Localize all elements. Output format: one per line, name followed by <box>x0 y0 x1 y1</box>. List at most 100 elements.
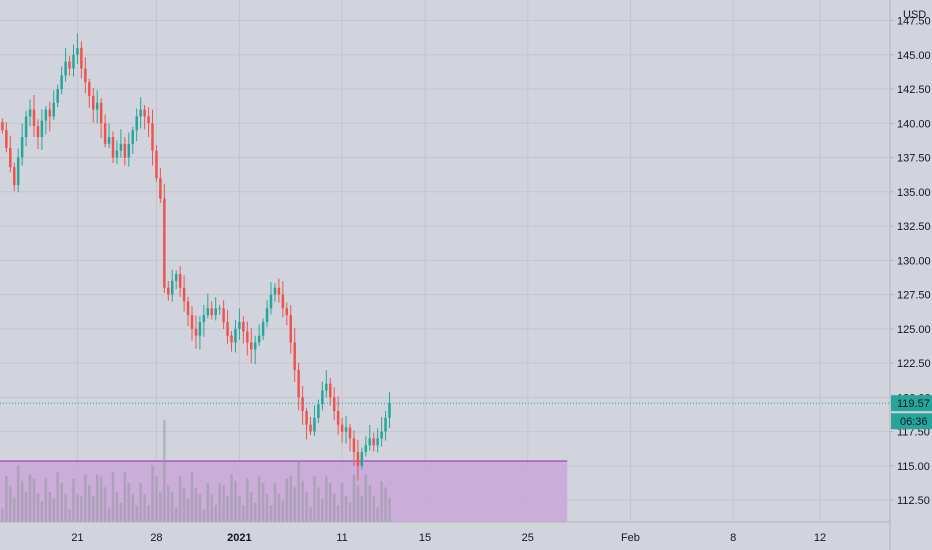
volume-bar <box>155 476 158 522</box>
volume-bar <box>143 494 146 522</box>
candle-up <box>360 452 364 466</box>
candle-down <box>329 383 332 398</box>
price-tick-label: 142.50 <box>897 84 931 96</box>
candle-up <box>76 47 79 55</box>
volume-bar <box>111 471 115 522</box>
candle-up <box>269 294 273 309</box>
volume-bar <box>5 475 8 522</box>
volume-bar <box>281 500 285 522</box>
time-tick-label: 15 <box>419 532 431 544</box>
candle-up <box>24 116 28 138</box>
candle-down <box>9 147 12 168</box>
volume-bar <box>218 483 221 522</box>
volume-bar <box>84 474 87 522</box>
price-tick-label: 127.50 <box>897 290 931 302</box>
candle-down <box>182 287 186 302</box>
price-tags: 119.57 06:36 <box>891 395 932 430</box>
candles[interactable] <box>1 33 391 481</box>
volume-bar <box>388 497 391 522</box>
volume-bar <box>356 485 360 522</box>
volume-bar <box>20 480 24 522</box>
volume-bar <box>242 505 245 522</box>
volume-bar <box>293 487 296 522</box>
currency-label: USD <box>903 9 926 21</box>
candle-down <box>190 315 194 329</box>
price-tick-label: 137.50 <box>897 153 931 165</box>
candle-up <box>214 308 217 316</box>
candle-up <box>257 335 261 343</box>
candle-up <box>206 308 210 316</box>
volume-bar <box>273 483 277 522</box>
candle-up <box>202 315 206 322</box>
volume-bar <box>127 483 131 522</box>
volume-bar <box>305 491 308 522</box>
volume-bar <box>301 480 304 522</box>
candle-down <box>84 68 87 83</box>
candle-down <box>163 198 166 288</box>
volume-bar <box>364 474 368 522</box>
volume-bar <box>376 507 379 522</box>
volume-bar <box>151 465 154 522</box>
candle-down <box>301 397 304 412</box>
volume-bar <box>13 497 16 522</box>
volume-bar <box>48 491 52 522</box>
candle-up <box>344 427 348 432</box>
time-tick-label: 28 <box>150 532 162 544</box>
volume-bar <box>257 476 261 522</box>
price-tick-label: 135.00 <box>897 187 931 199</box>
time-axis[interactable]: 21 28 2021 11 15 25 Feb 8 12 <box>0 521 890 544</box>
candle-down <box>285 308 289 316</box>
volume-bar <box>52 498 55 522</box>
volume-bar <box>99 476 103 522</box>
candle-up <box>107 137 111 144</box>
volume-bar <box>269 505 273 522</box>
volume-bar <box>1 508 4 522</box>
volume-bar <box>277 494 281 522</box>
volume-bar <box>139 483 142 522</box>
time-tick-label: 25 <box>522 532 534 544</box>
volume-bar <box>24 491 28 522</box>
volume-bar <box>380 480 383 522</box>
candle-down <box>99 102 103 124</box>
price-axis[interactable]: USD 147.50 145.00 142.50 140.00 137.50 135.00… <box>889 0 931 550</box>
candle-down <box>297 369 300 398</box>
volume-bar <box>76 494 79 522</box>
candle-up <box>44 109 48 121</box>
candle-down <box>103 123 107 144</box>
candle-down <box>281 294 285 309</box>
candle-up <box>325 383 328 391</box>
price-tick-label: 122.50 <box>897 358 931 370</box>
countdown-text: 06:36 <box>900 416 928 428</box>
volume-bar <box>210 494 213 522</box>
volume-bar <box>340 483 344 522</box>
volume-bar <box>68 509 71 522</box>
time-tick-label: 2021 <box>227 532 251 544</box>
candle-up <box>115 150 119 158</box>
volume-bar <box>336 505 340 522</box>
volume-bar <box>202 509 206 522</box>
volume-bar <box>72 478 75 522</box>
candle-down <box>111 137 115 158</box>
volume-bar <box>352 474 356 522</box>
volume-bar <box>261 483 265 522</box>
volume-bar <box>332 494 336 522</box>
volume-bar <box>64 494 67 522</box>
candle-up <box>265 308 269 322</box>
volume-bar <box>123 472 127 522</box>
candle-up <box>364 445 368 453</box>
price-tick-label: 132.50 <box>897 221 931 233</box>
candle-down <box>178 274 182 288</box>
time-tick-label: 11 <box>336 532 347 544</box>
volume-bar <box>32 479 36 522</box>
volume-bar <box>186 498 190 522</box>
candle-down <box>352 438 356 453</box>
candle-up <box>317 404 320 418</box>
volume-bar <box>107 507 111 522</box>
candle-down <box>348 427 352 439</box>
volume-bar <box>234 480 237 522</box>
volume-bar <box>253 502 257 522</box>
candle-up <box>388 403 391 418</box>
